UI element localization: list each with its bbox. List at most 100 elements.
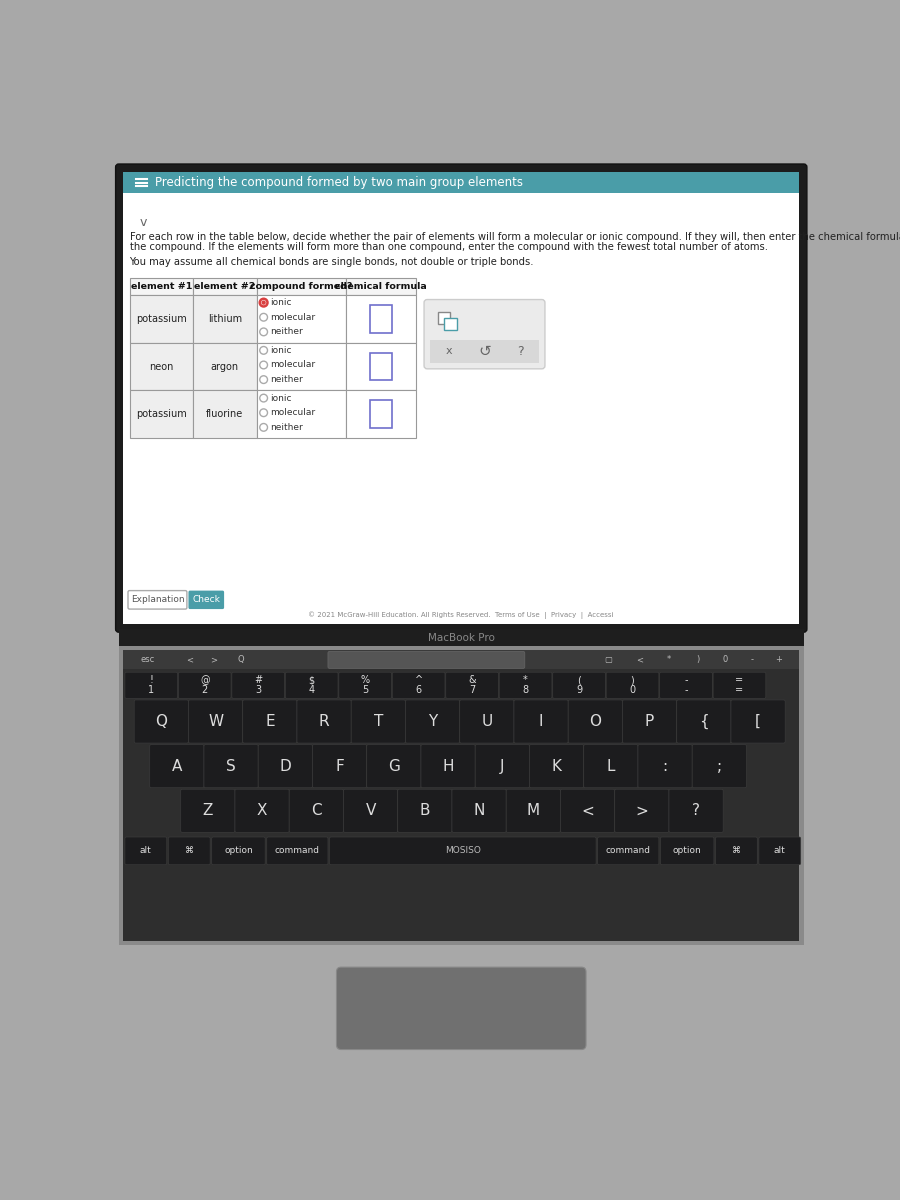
Text: ionic: ionic (271, 346, 292, 355)
Text: V: V (365, 803, 376, 818)
Text: %: % (361, 676, 370, 685)
Bar (256, 295, 346, 343)
FancyBboxPatch shape (168, 838, 211, 865)
Text: L: L (607, 758, 615, 774)
FancyBboxPatch shape (258, 744, 312, 787)
FancyBboxPatch shape (289, 790, 344, 833)
FancyBboxPatch shape (615, 790, 669, 833)
Text: argon: argon (211, 361, 239, 372)
FancyBboxPatch shape (731, 700, 785, 743)
Bar (119, 629, 804, 646)
Text: ;: ; (716, 758, 722, 774)
FancyBboxPatch shape (243, 700, 297, 743)
Text: -: - (684, 685, 688, 695)
Bar (194, 343, 256, 390)
Text: F: F (335, 758, 344, 774)
FancyBboxPatch shape (338, 672, 392, 698)
Bar (430, 340, 539, 362)
FancyBboxPatch shape (125, 838, 166, 865)
Text: ?: ? (517, 344, 524, 358)
Text: C: C (311, 803, 321, 818)
FancyBboxPatch shape (328, 652, 525, 668)
Text: >: > (210, 655, 217, 665)
Text: neither: neither (271, 328, 303, 336)
Text: &: & (468, 676, 476, 685)
FancyBboxPatch shape (212, 838, 266, 865)
Text: element #1: element #1 (130, 282, 192, 290)
Text: X: X (256, 803, 267, 818)
Text: R: R (319, 714, 329, 728)
Bar (194, 295, 256, 343)
FancyBboxPatch shape (677, 700, 731, 743)
Text: W: W (208, 714, 223, 728)
FancyBboxPatch shape (297, 700, 351, 743)
Text: I: I (539, 714, 544, 728)
FancyBboxPatch shape (134, 700, 188, 743)
Text: command: command (606, 846, 651, 856)
Bar (346, 390, 416, 438)
Text: Predicting the compound formed by two main group elements: Predicting the compound formed by two ma… (155, 176, 523, 188)
Bar (346, 278, 416, 295)
Text: *: * (667, 655, 671, 665)
Circle shape (260, 424, 267, 431)
Text: B: B (419, 803, 430, 818)
Text: option: option (224, 846, 253, 856)
Text: chemical formula: chemical formula (335, 282, 427, 290)
Bar (130, 343, 194, 390)
Text: compound formed?: compound formed? (250, 282, 353, 290)
Bar (346, 343, 416, 390)
FancyBboxPatch shape (661, 838, 714, 865)
Bar (123, 193, 799, 624)
FancyBboxPatch shape (446, 672, 499, 698)
Text: neither: neither (271, 376, 303, 384)
FancyBboxPatch shape (235, 790, 289, 833)
Text: $: $ (309, 676, 315, 685)
FancyBboxPatch shape (500, 672, 552, 698)
Text: -: - (684, 676, 688, 685)
Text: the compound. If the elements will form more than one compound, enter the compou: the compound. If the elements will form … (130, 241, 768, 252)
Text: molecular: molecular (271, 360, 316, 370)
FancyBboxPatch shape (115, 164, 807, 632)
Text: 0: 0 (722, 655, 727, 665)
Text: Y: Y (428, 714, 437, 728)
FancyBboxPatch shape (584, 744, 638, 787)
Text: 4: 4 (309, 685, 315, 695)
Text: 1: 1 (148, 685, 154, 695)
Bar (194, 390, 256, 438)
Text: esc: esc (140, 655, 155, 665)
Text: <: < (581, 803, 594, 818)
Text: 6: 6 (416, 685, 422, 695)
Text: +: + (776, 655, 782, 665)
Text: Z: Z (202, 803, 213, 818)
FancyBboxPatch shape (623, 700, 677, 743)
Text: >: > (635, 803, 648, 818)
FancyBboxPatch shape (337, 967, 586, 1050)
Text: v: v (140, 216, 147, 229)
Text: MacBook Pro: MacBook Pro (428, 632, 495, 642)
FancyBboxPatch shape (660, 672, 713, 698)
Text: lithium: lithium (208, 313, 242, 324)
Text: molecular: molecular (271, 408, 316, 418)
Circle shape (262, 300, 266, 305)
Bar (130, 390, 194, 438)
Bar (119, 646, 804, 944)
Text: (: ( (577, 676, 581, 685)
Text: !: ! (149, 676, 153, 685)
FancyBboxPatch shape (344, 790, 398, 833)
Text: potassium: potassium (136, 313, 186, 324)
FancyBboxPatch shape (424, 300, 545, 368)
Circle shape (260, 299, 267, 306)
Text: D: D (280, 758, 292, 774)
FancyBboxPatch shape (460, 700, 514, 743)
FancyBboxPatch shape (405, 700, 460, 743)
FancyBboxPatch shape (329, 838, 596, 865)
FancyBboxPatch shape (713, 672, 766, 698)
FancyBboxPatch shape (475, 744, 529, 787)
FancyBboxPatch shape (759, 838, 801, 865)
Bar (370, 401, 392, 428)
FancyBboxPatch shape (125, 672, 177, 698)
Text: @: @ (200, 676, 210, 685)
Text: ↺: ↺ (478, 343, 491, 359)
FancyBboxPatch shape (181, 790, 235, 833)
Text: J: J (500, 758, 505, 774)
